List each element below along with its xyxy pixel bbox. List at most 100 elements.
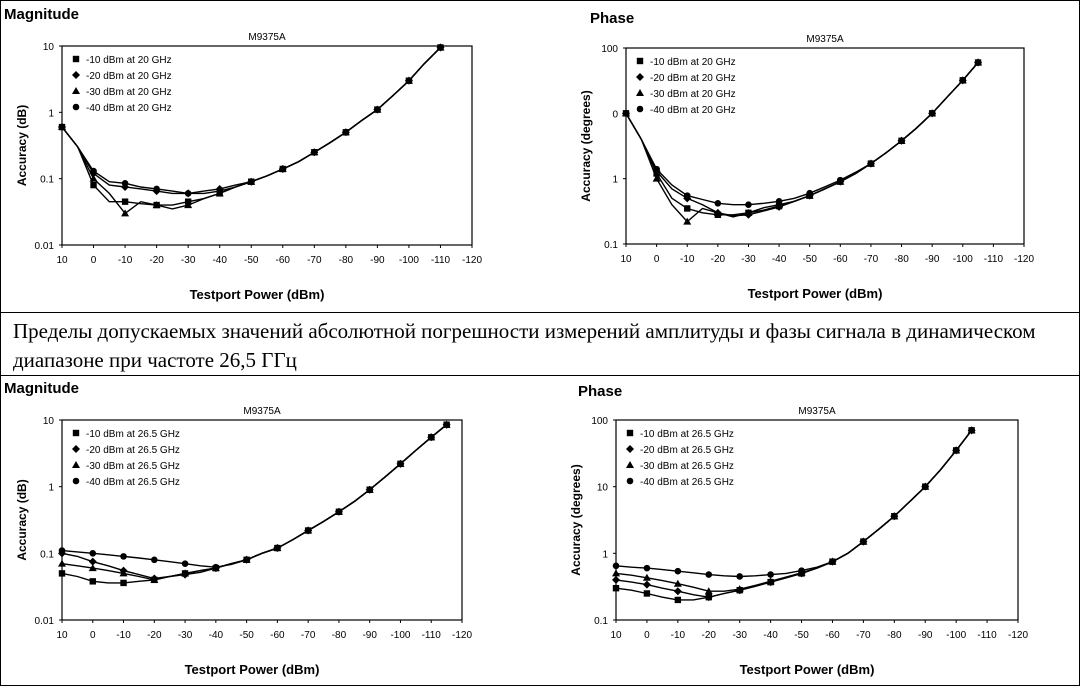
x-tick-label: -90 [370,255,385,266]
x-tick-label: -100 [946,630,966,641]
legend-marker [72,55,80,63]
x-tick-label: -80 [339,255,354,266]
x-tick-label: 0 [91,255,97,266]
y-tick-label: 0.1 [40,175,54,186]
data-point [184,190,192,197]
divider-top [0,312,1080,313]
data-point [798,567,805,574]
data-point [714,199,722,207]
legend-label: -10 dBm at 20 GHz [86,55,172,66]
x-tick-label: -120 [462,255,482,266]
data-point [806,189,813,197]
data-point [212,563,220,571]
data-point [243,556,250,564]
legend-marker [626,445,634,453]
series-line [625,62,979,223]
y-tick-label: 100 [601,44,618,55]
chart-title: M9375A [243,406,281,417]
data-point [744,208,753,216]
data-point [89,174,98,182]
x-tick-label: 10 [56,255,68,266]
data-point [90,181,97,189]
plot-area [61,45,473,246]
x-axis-label: Testport Power (dBm) [748,286,883,301]
data-point [89,550,97,557]
legend-marker [636,105,644,113]
x-tick-label: -50 [244,255,259,266]
data-point [89,578,96,585]
x-tick-label: -60 [833,254,848,265]
legend-marker [72,103,80,111]
data-point [704,593,713,602]
data-point [674,567,682,575]
data-point [684,205,691,212]
data-point [643,564,651,572]
data-point [642,580,651,589]
data-point [90,167,97,175]
x-tick-label: -50 [239,630,254,641]
data-point [427,434,435,441]
y-axis-label: Accuracy (degrees) [579,90,593,201]
data-point [397,460,404,468]
legend-label: -20 dBm at 26.5 GHz [86,445,180,456]
data-point [181,560,189,567]
x-tick-label: -120 [1014,254,1034,265]
data-point [745,201,752,208]
x-tick-label: -100 [399,255,419,266]
data-point [335,508,343,516]
legend-marker [626,429,634,437]
data-point [612,569,620,577]
x-tick-label: -20 [149,255,164,266]
data-point [151,556,158,564]
x-tick-label: 0 [654,254,660,265]
x-tick-label: -70 [864,254,879,265]
data-point [674,596,682,604]
data-point [120,579,127,587]
x-tick-label: -40 [212,255,227,266]
y-axis-label: Accuracy (dB) [15,105,29,186]
legend-label: -30 dBm at 26.5 GHz [86,461,180,472]
y-tick-label: 10 [43,42,55,53]
legend-label: -10 dBm at 26.5 GHz [86,429,180,440]
x-tick-label: -20 [702,630,717,641]
data-point [58,547,66,554]
y-axis-label: Accuracy (dB) [15,479,29,560]
y-tick-label: 10 [597,483,609,494]
legend-marker [626,461,634,468]
data-point [304,527,312,534]
data-point [121,198,129,205]
legend-marker [636,57,644,65]
data-point [683,217,692,225]
x-tick-label: -60 [276,255,291,266]
section-title-magnitude-26ghz: Magnitude [4,380,79,397]
data-point [713,208,722,216]
data-point [152,201,161,209]
x-tick-label: -70 [301,630,316,641]
data-point [775,198,783,205]
legend-label: -40 dBm at 26.5 GHz [640,477,734,488]
x-tick-label: -90 [918,630,933,641]
legend-label: -10 dBm at 26.5 GHz [640,429,734,440]
section-title-magnitude-20ghz: Magnitude [4,6,79,23]
x-tick-label: -30 [178,630,193,641]
data-point [374,106,381,113]
plot-area [61,419,463,621]
data-point [216,187,223,195]
plot-area [625,47,1025,245]
data-point [898,137,905,145]
data-point [443,421,450,429]
chart-title: M9375A [248,32,286,43]
data-point [642,573,651,581]
section-title-phase-20ghz: Phase [590,10,635,27]
data-point [342,129,350,136]
legend-marker [626,477,634,485]
data-point [736,573,743,580]
series-line [625,62,979,216]
legend-marker [72,71,80,79]
chart-title: M9375A [798,406,836,417]
data-point [58,123,66,131]
legend-label: -20 dBm at 20 GHz [650,73,736,84]
